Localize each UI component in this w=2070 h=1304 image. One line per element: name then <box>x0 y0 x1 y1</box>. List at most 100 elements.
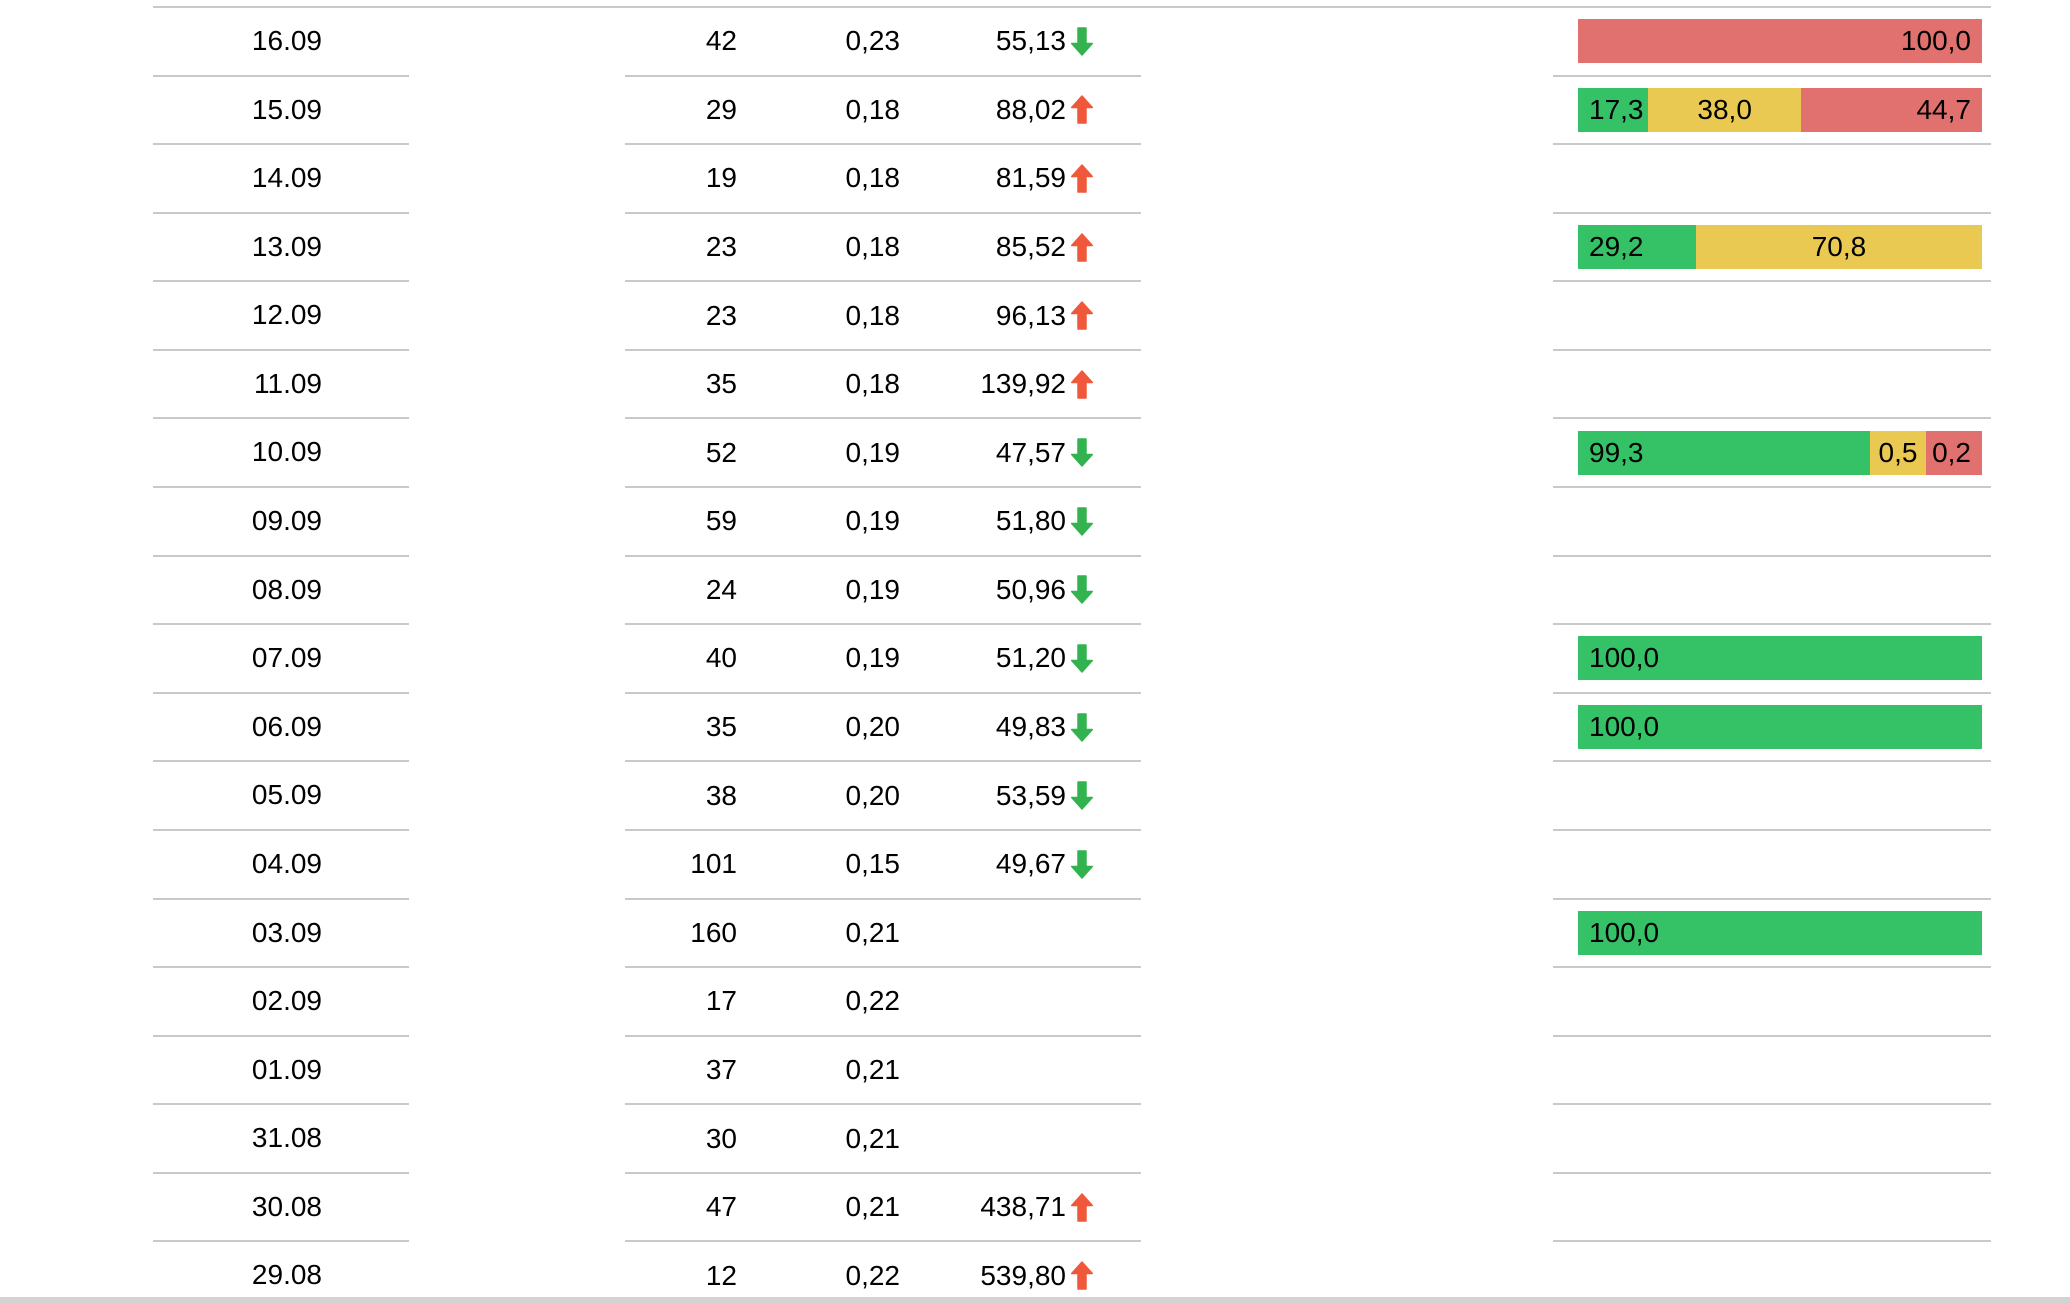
stacked-percentage-bar: 100,0 <box>1578 636 1982 681</box>
trend-arrow-slot <box>1071 145 1097 212</box>
ratio-value: 0,19 <box>845 642 901 674</box>
percent-value: 96,13 <box>995 299 1066 331</box>
metrics-cell: 24 0,19 50,96 <box>625 557 1141 626</box>
count-value: 19 <box>705 162 737 194</box>
table-row: 29.08 12 0,22 539,80 <box>153 1242 1991 1304</box>
stacked-percentage-bar: 17,3 38,0 44,7 <box>1578 87 1982 132</box>
metrics-cell: 40 0,19 51,20 <box>625 625 1141 694</box>
metrics-cell: 160 0,21 <box>625 900 1141 969</box>
percent-value: 85,52 <box>995 231 1066 263</box>
trend-down-icon <box>1071 27 1093 56</box>
table-row: 09.09 59 0,19 51,80 <box>153 488 1991 557</box>
metrics-cell: 52 0,19 47,57 <box>625 419 1141 489</box>
date-cell: 16.09 <box>153 8 409 77</box>
ratio-value: 0,18 <box>845 299 901 331</box>
table-row: 14.09 19 0,18 81,59 <box>153 145 1991 214</box>
count-value: 23 <box>705 231 737 263</box>
bar-segment-label: 100,0 <box>1589 916 1660 948</box>
percent-value: 55,13 <box>995 25 1066 57</box>
table-row: 12.09 23 0,18 96,13 <box>153 282 1991 351</box>
trend-arrow-slot <box>1071 900 1097 967</box>
date-cell: 14.09 <box>153 145 409 214</box>
bar-segment-label: 44,7 <box>1916 93 1971 125</box>
count-value: 35 <box>705 368 737 400</box>
metrics-cell: 35 0,18 139,92 <box>625 351 1141 420</box>
count-value: 101 <box>690 848 737 880</box>
bar-cell: 100,0 <box>1553 900 1991 969</box>
ratio-value: 0,15 <box>845 848 901 880</box>
percent-value: 139,92 <box>980 368 1066 400</box>
ratio-value: 0,21 <box>845 1191 901 1223</box>
ratio-value: 0,21 <box>845 916 901 948</box>
table-row: 03.09 160 0,21 100,0 <box>153 900 1991 969</box>
ratio-value: 0,19 <box>845 573 901 605</box>
trend-down-icon <box>1071 507 1093 536</box>
bar-cell <box>1553 351 1991 420</box>
bar-segment-label: 0,2 <box>1932 436 1971 468</box>
table-row: 02.09 17 0,22 <box>153 968 1991 1037</box>
ratio-value: 0,19 <box>845 505 901 537</box>
date-cell: 06.09 <box>153 694 409 763</box>
bar-cell <box>1553 1174 1991 1243</box>
table-row: 01.09 37 0,21 <box>153 1037 1991 1106</box>
bar-segment-red: 44,7 <box>1801 87 1982 132</box>
date-cell: 05.09 <box>153 762 409 831</box>
count-value: 24 <box>705 573 737 605</box>
trend-arrow-slot <box>1071 831 1097 898</box>
trend-down-icon <box>1071 575 1093 605</box>
bar-cell: 17,3 38,0 44,7 <box>1553 77 1991 146</box>
ratio-value: 0,22 <box>845 1259 901 1291</box>
ratio-value: 0,22 <box>845 985 901 1017</box>
count-value: 35 <box>705 711 737 743</box>
metrics-cell: 42 0,23 55,13 <box>625 8 1141 77</box>
count-value: 38 <box>705 779 737 811</box>
trend-up-icon <box>1071 369 1093 399</box>
metrics-cell: 23 0,18 96,13 <box>625 282 1141 351</box>
stacked-percentage-bar: 100,0 <box>1578 705 1982 750</box>
date-cell: 02.09 <box>153 968 409 1037</box>
trend-arrow-slot <box>1071 419 1097 486</box>
count-value: 23 <box>705 299 737 331</box>
bar-cell <box>1553 1105 1991 1174</box>
ratio-value: 0,21 <box>845 1053 901 1085</box>
date-cell: 09.09 <box>153 488 409 557</box>
trend-up-icon <box>1071 95 1093 125</box>
count-value: 30 <box>705 1122 737 1154</box>
trend-arrow-slot <box>1071 1105 1097 1172</box>
metrics-cell: 37 0,21 <box>625 1037 1141 1106</box>
ratio-value: 0,20 <box>845 779 901 811</box>
metrics-cell: 23 0,18 85,52 <box>625 214 1141 283</box>
date-cell: 13.09 <box>153 214 409 283</box>
trend-down-icon <box>1071 781 1093 810</box>
bar-cell <box>1553 557 1991 626</box>
trend-up-icon <box>1071 232 1093 262</box>
percent-value: 81,59 <box>995 162 1066 194</box>
trend-arrow-slot <box>1071 77 1097 144</box>
trend-up-icon <box>1071 1261 1093 1290</box>
trend-arrow-slot <box>1071 351 1097 418</box>
bar-cell <box>1553 1037 1991 1106</box>
metrics-cell: 30 0,21 <box>625 1105 1141 1174</box>
table-row: 07.09 40 0,19 51,20 100,0 <box>153 625 1991 694</box>
bar-cell: 29,2 70,8 <box>1553 214 1991 283</box>
metrics-cell: 59 0,19 51,80 <box>625 488 1141 557</box>
bar-cell <box>1553 762 1991 831</box>
table-row: 08.09 24 0,19 50,96 <box>153 557 1991 626</box>
bar-segment-label: 38,0 <box>1697 93 1752 125</box>
bar-segment-yellow: 0,5 <box>1870 430 1926 475</box>
daily-stats-table: 16.09 42 0,23 55,13 100,0 15.09 29 0,18 … <box>153 8 1991 1304</box>
table-row: 11.09 35 0,18 139,92 <box>153 351 1991 420</box>
percent-value: 438,71 <box>980 1191 1066 1223</box>
trend-arrow-slot <box>1071 557 1097 624</box>
bar-cell: 99,3 0,5 0,2 <box>1553 419 1991 489</box>
bar-segment-label: 0,5 <box>1878 436 1918 468</box>
stacked-percentage-bar: 100,0 <box>1578 910 1982 955</box>
stacked-percentage-bar: 99,3 0,5 0,2 <box>1578 430 1982 475</box>
bar-segment-red: 0,2 <box>1926 430 1982 475</box>
percent-value: 50,96 <box>995 573 1066 605</box>
trend-arrow-slot <box>1071 488 1097 555</box>
table-row: 31.08 30 0,21 <box>153 1105 1991 1174</box>
metrics-cell: 19 0,18 81,59 <box>625 145 1141 214</box>
horizontal-scrollbar[interactable] <box>0 1297 2070 1304</box>
trend-arrow-slot <box>1071 1174 1097 1241</box>
